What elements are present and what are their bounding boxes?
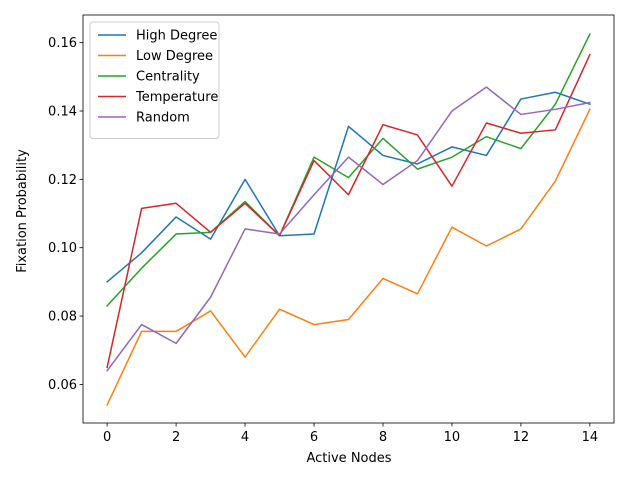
plot-frame	[82, 14, 615, 424]
x-tick-label: 4	[241, 430, 249, 445]
axes-frame	[82, 14, 615, 424]
legend: High Degree Low Degree Centrality Temperatu…	[89, 21, 220, 139]
x-tick-label: 0	[103, 430, 111, 445]
y-tick-label: 0.12	[48, 173, 77, 188]
series-line-random	[106, 86, 591, 372]
x-tick-label: 8	[379, 430, 387, 445]
x-tick-label: 6	[310, 430, 318, 445]
legend-entry-label: Low Degree	[136, 49, 213, 64]
y-axis-label: Fixation Probability	[15, 149, 30, 273]
y-tick-label: 0.10	[48, 241, 77, 256]
legend-entry-label: High Degree	[136, 29, 217, 44]
x-axis-label: Active Nodes	[306, 451, 391, 466]
series-line-centrality	[106, 33, 591, 307]
x-tick-label: 12	[513, 430, 530, 445]
x-tick-label: 14	[582, 430, 599, 445]
legend-entry-label: Random	[136, 111, 190, 126]
x-tick-label: 2	[172, 430, 180, 445]
y-axis-ticks: 0.06 0.08 0.10 0.12 0.14 0.16	[48, 36, 83, 393]
series-layer	[106, 33, 591, 406]
legend-box	[89, 21, 220, 139]
y-tick-label: 0.14	[48, 105, 77, 120]
y-tick-label: 0.16	[48, 36, 77, 51]
legend-entry-label: Temperature	[135, 90, 218, 105]
y-tick-label: 0.06	[48, 378, 77, 393]
series-line-temperature	[106, 53, 591, 369]
legend-entry-label: Centrality	[136, 70, 200, 85]
series-line-high-degree	[106, 91, 591, 283]
y-tick-label: 0.08	[48, 310, 77, 325]
x-tick-label: 10	[444, 430, 461, 445]
x-axis-ticks: 0 2 4 6 8 10 12 14	[103, 423, 598, 445]
series-line-low-degree	[106, 108, 591, 406]
